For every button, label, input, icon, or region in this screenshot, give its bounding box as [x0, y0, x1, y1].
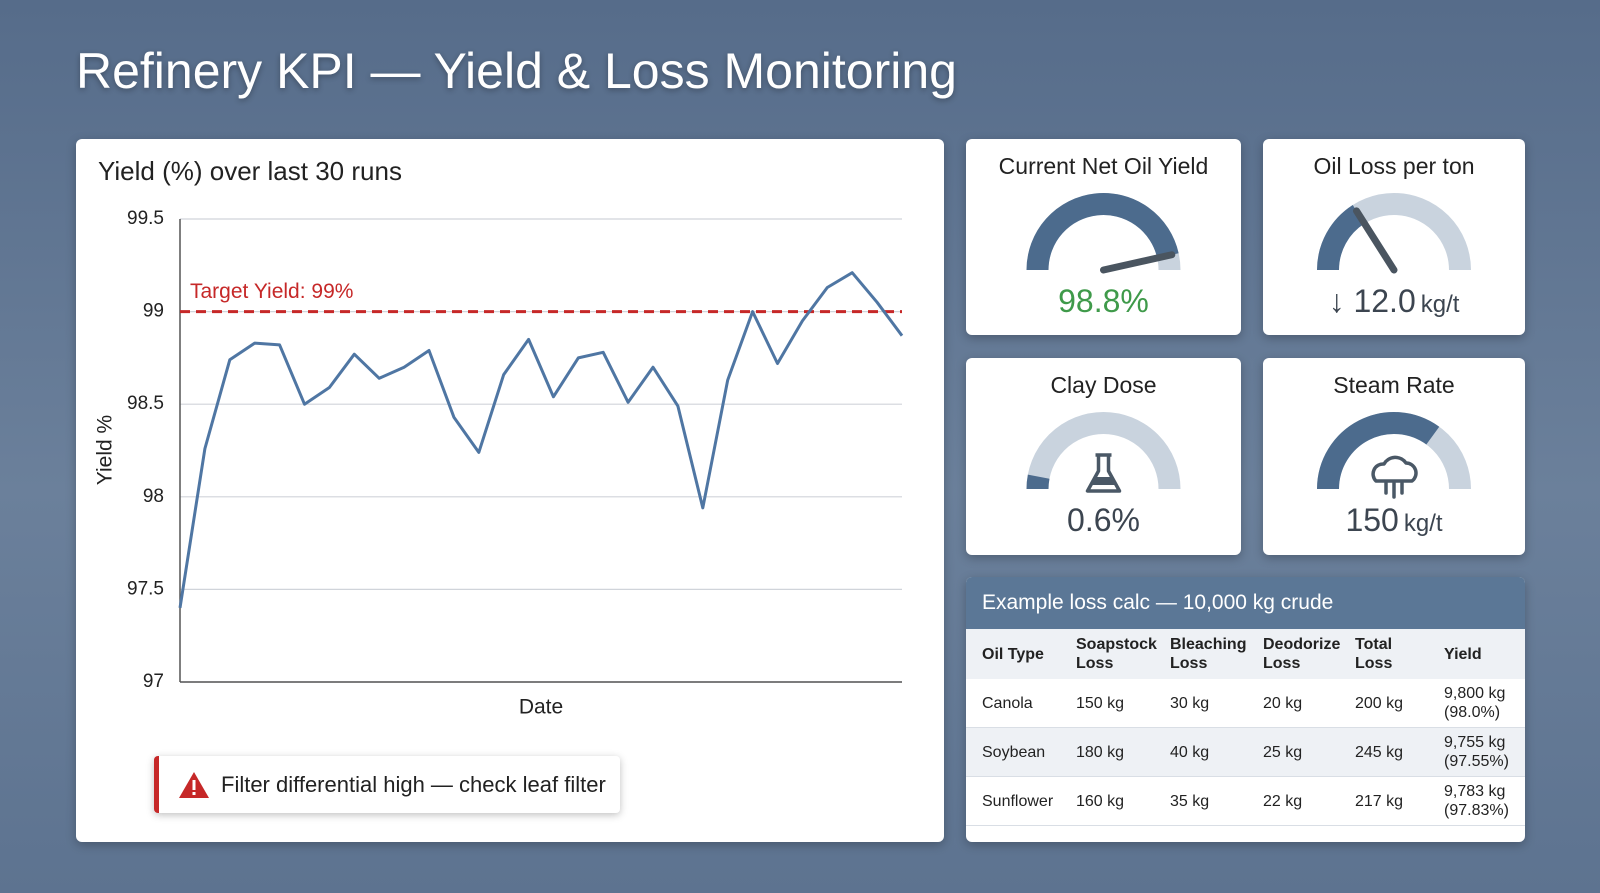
table-cell: Canola: [966, 679, 1060, 728]
y-tick-label: 98: [143, 486, 164, 507]
gauge: [1026, 412, 1181, 493]
chart: Yield (%) over last 30 runs Date Yield %…: [94, 156, 904, 719]
gauge-value: ↓ 12.0 kg/t: [1263, 283, 1525, 320]
gauge-unit: kg/t: [1403, 510, 1443, 537]
table-cell: 20 kg: [1247, 679, 1339, 728]
gauge-title: Clay Dose: [1050, 372, 1157, 398]
gauge-needle: [1352, 207, 1398, 274]
column-header: Oil Type: [966, 629, 1060, 679]
table-cell: 150 kg: [1060, 679, 1154, 728]
gauge-value: 0.6%: [966, 502, 1241, 539]
table-cell: 160 kg: [1060, 776, 1154, 826]
y-tick-label: 99: [143, 301, 164, 322]
gauge-fill: [1317, 412, 1440, 490]
column-header: Bleaching Loss: [1154, 629, 1247, 679]
alert-text: Filter differential high — check leaf fi…: [221, 771, 606, 797]
table-cell: 9,755 kg (97.55%): [1428, 727, 1525, 777]
chart-panel: Yield (%) over last 30 runs Date Yield %…: [76, 139, 944, 842]
chart-title: Yield (%) over last 30 runs: [98, 156, 402, 186]
column-header: Total Loss: [1339, 629, 1428, 679]
y-tick-label: 99.5: [127, 208, 164, 229]
column-header: Deodorize Loss: [1247, 629, 1340, 679]
x-axis-label: Date: [519, 696, 563, 719]
gauge-value-text: ↓ 12.0: [1328, 283, 1416, 319]
gauge-value: 98.8%: [966, 283, 1241, 320]
gauge-title: Current Net Oil Yield: [998, 153, 1209, 179]
table-cell: Sunflower: [966, 776, 1060, 826]
gauge-fill: [1026, 474, 1050, 490]
table-cell: 9,783 kg (97.83%): [1428, 776, 1525, 826]
gauge-needle: [1100, 251, 1176, 274]
table-cell: 35 kg: [1154, 776, 1247, 826]
gauge-card: Current Net Oil Yield 98.8%: [966, 139, 1241, 335]
y-tick-label: 97: [143, 671, 164, 692]
table-cell: 9,800 kg (98.0%): [1428, 679, 1525, 728]
gauge-unit: kg/t: [1420, 291, 1460, 318]
header-row: Oil Type Soapstock Loss Bleaching Loss Deod…: [966, 629, 1525, 679]
target-label: Target Yield: 99%: [190, 280, 353, 303]
yield-line: [178, 271, 904, 609]
column-header: Soapstock Loss: [1060, 629, 1157, 679]
page-title: Refinery KPI — Yield & Loss Monitoring: [76, 43, 957, 99]
table-cell: 245 kg: [1339, 727, 1428, 777]
loss-table-card: Example loss calc — 10,000 kg crude Oil …: [966, 577, 1525, 842]
gauge-icon: [1085, 453, 1122, 493]
gauge-value-text: 0.6%: [1067, 502, 1140, 538]
gauge-title: Steam Rate: [1333, 372, 1455, 398]
table-cell: 25 kg: [1247, 727, 1339, 777]
gauge-icon: [1371, 455, 1418, 499]
gauge-value-text: 98.8%: [1058, 283, 1149, 319]
table-title: Example loss calc — 10,000 kg crude: [966, 577, 1525, 629]
table-cell: 22 kg: [1247, 776, 1339, 826]
gauge-fill: [1317, 204, 1365, 271]
y-axis-label: Yield %: [94, 415, 117, 485]
table-cell: Soybean: [966, 727, 1060, 777]
gauge-card: Clay Dose 0.6%: [966, 358, 1241, 555]
table-cell: 180 kg: [1060, 727, 1154, 777]
table-row: Sunflower 160 kg 35 kg 22 kg 217 kg 9,783 kg …: [966, 776, 1525, 826]
gauge: [1317, 193, 1471, 274]
column-header: Yield: [1428, 629, 1525, 679]
table-cell: 40 kg: [1154, 727, 1247, 777]
y-tick-label: 98.5: [127, 393, 164, 414]
table-row: Soybean 180 kg 40 kg 25 kg 245 kg 9,755 kg (9…: [966, 727, 1525, 777]
gauge-fill: [1026, 193, 1179, 271]
table-cell: 30 kg: [1154, 679, 1247, 728]
gauge: [1026, 193, 1181, 274]
gauge-card: Steam Rate 150 kg/t: [1263, 358, 1525, 555]
y-tick-label: 97.5: [127, 578, 164, 599]
table-cell: 200 kg: [1339, 679, 1428, 728]
gauge-value-text: 150: [1345, 502, 1399, 538]
alert: Filter differential high — check leaf fi…: [154, 756, 620, 813]
loss-table: Oil Type Soapstock Loss Bleaching Loss Deod…: [966, 629, 1525, 826]
gauge-track: [1026, 412, 1181, 490]
gauge: [1317, 412, 1471, 499]
gauge-title: Oil Loss per ton: [1313, 153, 1475, 179]
warning-icon: [179, 771, 209, 798]
gauge-card: Oil Loss per ton ↓ 12.0 kg/t: [1263, 139, 1525, 335]
table-row: Canola 150 kg 30 kg 20 kg 200 kg 9,800 kg (98…: [966, 679, 1525, 728]
gauge-value: 150 kg/t: [1263, 502, 1525, 539]
table-cell: 217 kg: [1339, 776, 1428, 826]
